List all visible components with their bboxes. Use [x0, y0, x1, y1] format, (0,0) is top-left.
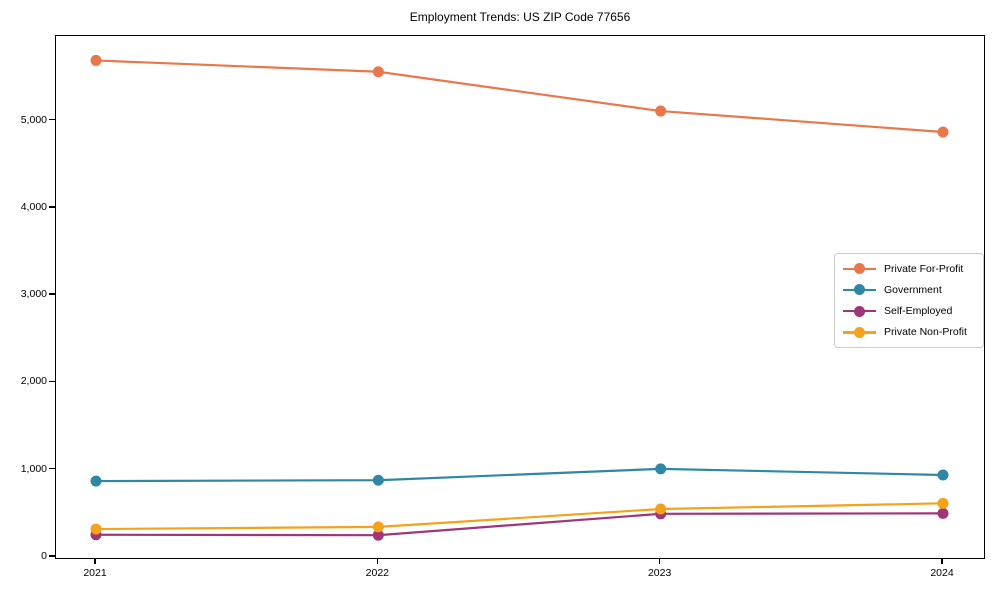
series-line-private-for-profit — [95, 59, 944, 134]
legend-item-private-non-profit: Private Non-Profit — [843, 326, 975, 338]
legend-item-self-employed: Self-Employed — [843, 305, 975, 317]
x-tick-label-2023: 2023 — [647, 567, 672, 579]
y-tick-mark — [49, 380, 55, 383]
legend-item-private-for-profit: Private For-Profit — [843, 263, 975, 275]
data-point-government-2024 — [937, 469, 949, 481]
y-tick-mark — [49, 555, 55, 557]
data-point-government-2021 — [90, 475, 102, 487]
x-tick-mark — [376, 559, 379, 564]
y-tick-label: 1,000 — [20, 462, 47, 475]
legend-label: Private For-Profit — [884, 262, 964, 275]
data-point-private-non-profit-2024 — [937, 497, 949, 509]
x-tick-label-2022: 2022 — [365, 567, 389, 579]
data-point-private-for-profit-2022 — [372, 66, 384, 78]
chart-title: Employment Trends: US ZIP Code 77656 — [409, 10, 631, 24]
y-tick-mark — [49, 118, 55, 121]
legend-label: Government — [884, 283, 942, 296]
x-tick-mark — [94, 559, 96, 564]
legend-line-dot-icon — [843, 263, 876, 275]
legend-line-dot-icon — [843, 326, 876, 338]
y-tick-label: 3,000 — [20, 288, 47, 301]
plot-area — [55, 35, 985, 559]
data-point-government-2023 — [655, 463, 667, 475]
series-line-government — [95, 467, 944, 483]
data-point-private-non-profit-2021 — [90, 523, 102, 535]
legend-label: Self-Employed — [884, 305, 953, 318]
y-tick-label: 2,000 — [20, 375, 47, 388]
x-tick-mark — [941, 559, 943, 564]
data-point-self-employed-2022 — [372, 529, 384, 541]
data-point-private-for-profit-2021 — [90, 54, 102, 66]
data-point-private-non-profit-2023 — [655, 503, 667, 515]
legend-label: Private Non-Profit — [884, 326, 967, 339]
legend-line-dot-icon — [843, 305, 876, 317]
plot-canvas — [90, 54, 949, 541]
series-line-self-employed — [95, 512, 944, 537]
series-line-private-non-profit — [95, 502, 944, 531]
legend-line-dot-icon — [843, 284, 876, 296]
data-point-government-2022 — [372, 474, 384, 486]
legend-item-government: Government — [843, 284, 975, 296]
legend: Private For-Profit Government Self-Employe… — [834, 253, 984, 348]
y-tick-label: 4,000 — [20, 200, 47, 213]
y-tick-mark — [49, 206, 55, 208]
x-tick-mark — [658, 559, 661, 564]
data-point-private-non-profit-2022 — [372, 521, 384, 533]
y-tick-label: 5,000 — [20, 113, 47, 126]
y-tick-mark — [49, 293, 55, 295]
y-tick-label: 0 — [41, 550, 47, 562]
x-tick-label-2021: 2021 — [83, 567, 107, 579]
data-point-private-for-profit-2023 — [655, 105, 667, 117]
data-point-self-employed-2024 — [937, 507, 949, 519]
x-tick-label-2024: 2024 — [930, 567, 954, 579]
data-point-private-for-profit-2024 — [937, 126, 949, 138]
y-tick-mark — [49, 467, 55, 470]
